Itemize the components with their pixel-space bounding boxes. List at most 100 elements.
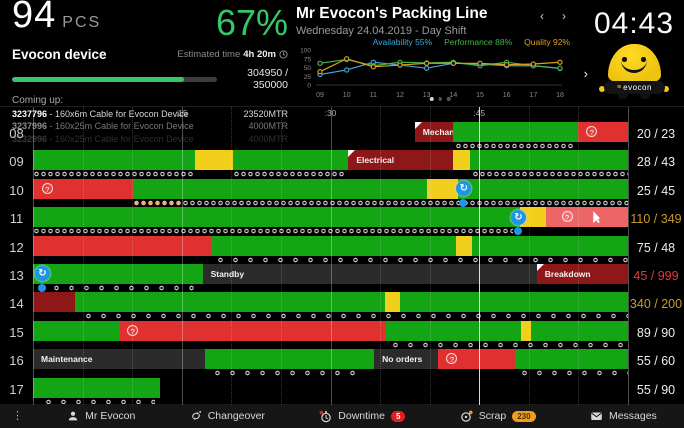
unexplained-stop-icon[interactable]: ? — [446, 353, 458, 365]
segment-ok[interactable] — [458, 178, 628, 199]
toolbar-item-mr-evocon[interactable]: Mr Evocon — [67, 410, 135, 422]
segment-stop[interactable] — [437, 349, 515, 370]
segment-ok[interactable] — [33, 377, 160, 398]
dot-strip-white — [209, 370, 366, 377]
timeline-row-15: 15? 89 / 90 — [0, 320, 684, 348]
data-point — [424, 60, 430, 66]
mascot-smile — [621, 60, 647, 73]
chart-next-arrow[interactable]: › — [583, 66, 588, 81]
segment-standby-maintenance[interactable]: Maintenance — [33, 349, 205, 370]
segment-slow[interactable] — [426, 178, 459, 199]
data-point — [557, 59, 563, 65]
segment-ok[interactable] — [385, 320, 521, 341]
segment-ok[interactable] — [233, 150, 349, 171]
hour-count: 110 / 349 — [630, 212, 682, 227]
toolbar-item-downtime[interactable]: Downtime 5 — [319, 410, 406, 423]
kpi-trend-chart: 0 25 50 75 100 09 10 11 12 13 14 15 16 17 18 — [296, 45, 570, 106]
segment-slow[interactable] — [520, 320, 531, 341]
next-shift-button[interactable]: › — [562, 9, 566, 23]
segment-standby-standby[interactable]: Standby — [202, 263, 537, 284]
segment-ok[interactable] — [33, 263, 203, 284]
dot-strip-white — [472, 171, 628, 178]
dot-strip-white — [233, 171, 347, 178]
hour-label: 10 — [9, 182, 24, 198]
segment-stop[interactable] — [33, 235, 211, 256]
comment-flag-icon — [414, 122, 422, 129]
dot-strip-white — [40, 398, 155, 405]
changeover-sync-icon[interactable]: ↻ — [34, 266, 50, 282]
segment-ok[interactable] — [33, 320, 121, 341]
order-qty: 4000MTR — [248, 133, 288, 144]
segment-ok[interactable] — [204, 349, 375, 370]
estimated-time-value: 4h 20m — [243, 48, 276, 60]
segment-ok[interactable] — [472, 235, 628, 256]
segment-label: Maintenance — [41, 354, 93, 365]
segment-stop[interactable] — [120, 320, 386, 341]
production-dots — [33, 398, 628, 405]
pager-dot[interactable] — [429, 97, 434, 101]
segment-downtime[interactable] — [33, 292, 75, 313]
unexplained-stop-icon[interactable]: ? — [586, 126, 598, 137]
bar-zone: ? ↻ — [33, 178, 628, 199]
toolbar-item-changeover[interactable]: Changeover — [190, 410, 265, 422]
chart-pager-dots[interactable] — [429, 97, 451, 101]
more-options-button[interactable]: ⋮ — [12, 410, 23, 422]
unexplained-stop-icon[interactable]: ? — [127, 324, 139, 336]
hour-label: 13 — [9, 267, 24, 283]
piece-count-unit: PCS — [62, 14, 102, 31]
evocon-logo: ≡ evocon — [604, 81, 665, 94]
segment-ok[interactable] — [399, 292, 628, 313]
time-label: :45 — [473, 108, 486, 118]
x-tick-label: 10 — [343, 92, 351, 99]
segment-ok[interactable] — [530, 320, 628, 341]
segment-stop[interactable] — [577, 122, 628, 142]
toolbar-item-scrap[interactable]: Scrap 230 — [460, 410, 536, 423]
x-tick-label: 15 — [476, 92, 484, 99]
segment-stop[interactable] — [33, 178, 134, 199]
segment-stop_light[interactable] — [545, 207, 628, 228]
mascot-foot — [640, 94, 650, 99]
unexplained-stop-icon[interactable]: ? — [561, 211, 573, 223]
segment-slow[interactable] — [194, 150, 234, 171]
toolbar-item-messages[interactable]: Messages — [590, 410, 657, 422]
segment-downtime-mechan-[interactable]: Mechan... — [414, 122, 454, 142]
changeover-sync-icon[interactable]: ↻ — [456, 181, 472, 197]
dot-strip-white — [516, 370, 628, 377]
pager-dot[interactable] — [446, 97, 451, 101]
production-dots — [33, 143, 628, 149]
segment-standby-no-orders[interactable]: No orders — [374, 349, 438, 370]
segment-ok[interactable] — [74, 292, 386, 313]
hour-count: 55 / 60 — [636, 354, 676, 369]
order-desc: 3232996 - 160x25m Cable for Evocon Devic… — [12, 133, 194, 144]
legend-quality: Quality 92% — [524, 37, 570, 47]
segment-ok[interactable] — [210, 235, 457, 256]
bar-zone: ? — [33, 320, 628, 341]
segment-ok[interactable] — [33, 150, 195, 171]
clock-block: 04:43 ≡ evocon — [584, 0, 684, 106]
segment-ok[interactable] — [33, 207, 520, 228]
segment-slow[interactable] — [453, 150, 471, 171]
segment-slow[interactable] — [385, 292, 400, 313]
segment-downtime-breakdown[interactable]: Breakdown — [536, 263, 628, 284]
segment-downtime-electrical[interactable]: Electrical — [348, 150, 454, 171]
bar-zone — [33, 235, 628, 256]
segment-slow[interactable] — [456, 235, 473, 256]
segment-ok[interactable] — [470, 150, 628, 171]
segment-ok[interactable] — [133, 178, 427, 199]
user-icon — [69, 411, 78, 421]
unexplained-stop-icon[interactable]: ? — [41, 182, 53, 194]
data-point — [370, 64, 376, 70]
segment-slow[interactable] — [519, 207, 546, 228]
segment-ok[interactable] — [453, 122, 578, 142]
downtime-icon — [319, 410, 332, 422]
changeover-sync-icon[interactable]: ↻ — [510, 209, 526, 225]
dot-strip-white — [48, 284, 201, 291]
data-point — [530, 61, 536, 67]
prev-shift-button[interactable]: ‹ — [540, 9, 544, 23]
segment-ok[interactable] — [514, 349, 628, 370]
x-tick-label: 11 — [370, 92, 377, 99]
pager-dot[interactable] — [438, 97, 442, 101]
bottom-toolbar: ⋮ Mr Evocon Changeover Downtime 5 Scrap 230 Me… — [0, 404, 684, 428]
dot-strip-white — [213, 256, 628, 263]
